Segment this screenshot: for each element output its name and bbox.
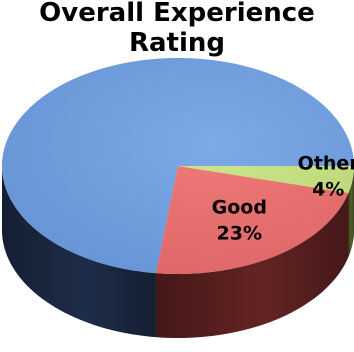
pie-side-shade: [2, 166, 156, 338]
chart-title-line-2: Rating: [129, 28, 225, 58]
slice-label-good: Good: [212, 196, 267, 218]
chart-title: Overall Experience Rating: [39, 0, 315, 58]
slice-value-good: 23%: [217, 222, 262, 244]
slice-label-other: Other: [298, 153, 354, 175]
chart-title-line-1: Overall Experience: [39, 0, 315, 28]
slice-labels: Good 23% Other 4%: [212, 153, 354, 245]
slice-value-other: 4%: [312, 179, 344, 201]
